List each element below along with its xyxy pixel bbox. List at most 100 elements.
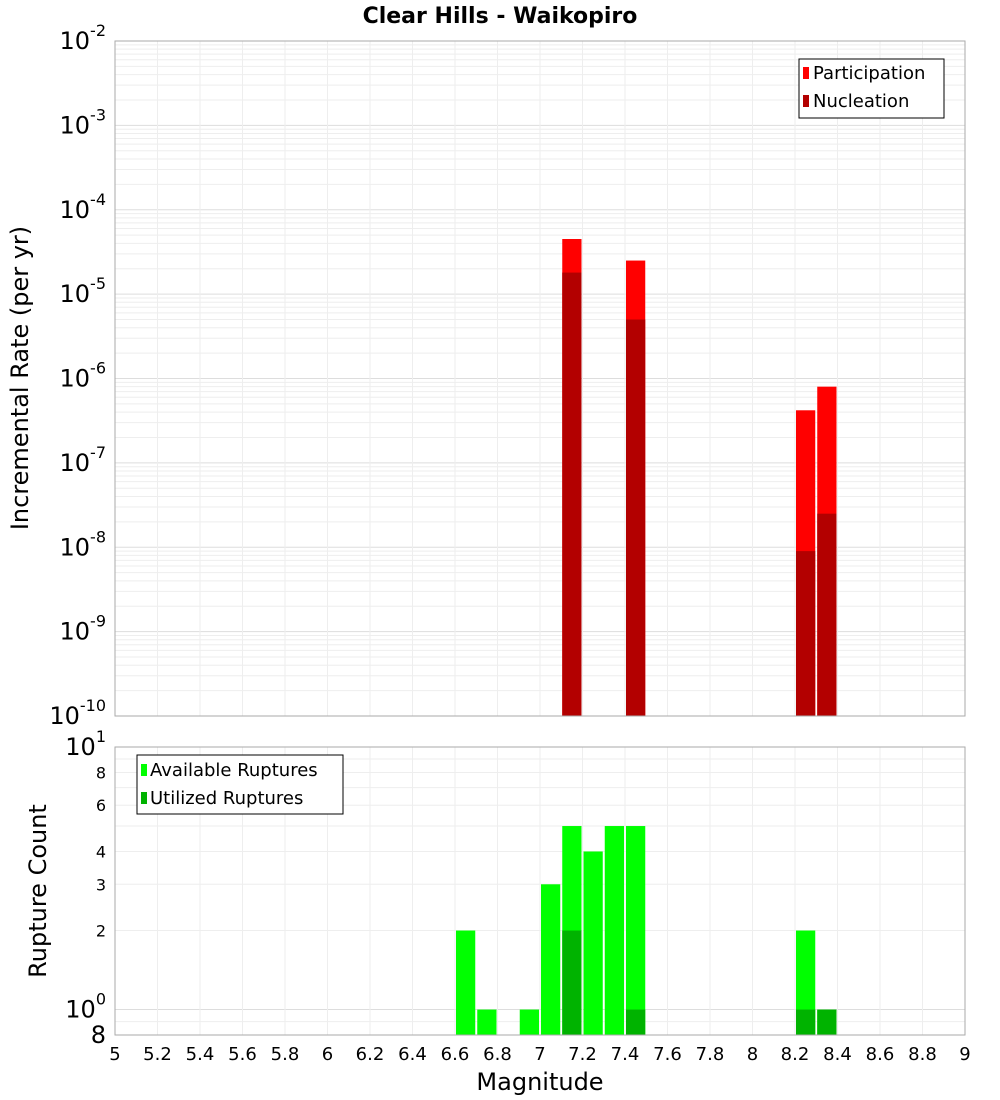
y-tick-exponent: -9	[90, 612, 106, 631]
x-tick-label: 5.6	[228, 1044, 257, 1065]
x-tick-label: 5	[109, 1044, 120, 1065]
y-tick-exponent: 0	[96, 990, 106, 1009]
x-tick-label: 7	[534, 1044, 545, 1065]
y-tick-label-minor: 6	[96, 796, 106, 815]
y-tick-exponent: -7	[90, 443, 106, 462]
legend-swatch	[803, 95, 809, 107]
available-ruptures-bar	[604, 826, 624, 1035]
x-tick-label: 6.2	[356, 1044, 385, 1065]
rate-plot: 10-1010-910-810-710-610-510-410-310-2Par…	[49, 21, 966, 730]
y-tick-label: 10-9	[60, 612, 107, 646]
utilized-ruptures-bar	[817, 1009, 837, 1035]
count-plot-frame	[114, 746, 966, 1036]
x-tick-label: 6	[322, 1044, 333, 1065]
y-axis-label-rate: Incremental Rate (per yr)	[6, 226, 34, 530]
y-tick-label: 10-3	[60, 105, 107, 139]
nucleation-bar	[626, 319, 646, 716]
legend-swatch	[141, 764, 147, 776]
x-tick-label: 7.4	[611, 1044, 640, 1065]
count-bars	[456, 826, 837, 1035]
utilized-ruptures-bar	[626, 1009, 646, 1035]
x-tick-label: 6.6	[441, 1044, 470, 1065]
x-tick-label: 8.8	[908, 1044, 937, 1065]
x-tick-label: 5.2	[143, 1044, 172, 1065]
rate-legend: Participation Nucleation	[798, 58, 945, 119]
x-tick-label: 8.6	[866, 1044, 895, 1065]
y-tick-label-minor: 2	[96, 922, 106, 941]
y-tick-label-minor: 8	[91, 1021, 106, 1049]
y-tick-base: 10	[60, 27, 91, 55]
utilized-ruptures-bar	[796, 1009, 816, 1035]
available-ruptures-bar	[477, 1009, 497, 1035]
utilized-ruptures-bar	[562, 930, 582, 1035]
y-tick-exponent: -8	[90, 527, 106, 546]
legend-label: Nucleation	[813, 91, 909, 112]
y-tick-exponent: -5	[90, 274, 106, 293]
y-tick-base: 10	[60, 533, 91, 561]
count-legend: Available Ruptures Utilized Ruptures	[136, 754, 344, 815]
y-tick-base: 10	[65, 733, 96, 761]
nucleation-bar	[562, 272, 582, 716]
x-ticks: 5 5.2 5.4 5.6 5.8 6 6.2 6.4 6.6 6.8 7 7.2 7.4 7.6 7.8 8…	[109, 1044, 970, 1065]
y-tick-label-minor: 3	[96, 875, 106, 894]
y-tick-exponent: -10	[80, 696, 106, 715]
available-ruptures-bar	[456, 930, 476, 1035]
x-tick-label: 5.8	[271, 1044, 300, 1065]
legend-label: Participation	[813, 63, 925, 84]
x-tick-label: 7.8	[696, 1044, 725, 1065]
y-tick-label: 10-10	[49, 696, 106, 730]
rate-plot-frame	[114, 40, 966, 717]
y-tick-exponent: -4	[90, 190, 106, 209]
y-tick-exponent: -3	[90, 105, 106, 124]
x-axis-label: Magnitude	[476, 1068, 603, 1096]
y-tick-label: 101	[65, 727, 106, 761]
y-tick-label-minor: 8	[96, 763, 106, 782]
y-tick-exponent: -6	[90, 359, 106, 378]
nucleation-bar	[817, 513, 837, 716]
y-tick-base: 10	[60, 618, 91, 646]
y-tick-label: 10-7	[60, 443, 107, 477]
rate-grid	[115, 41, 965, 716]
y-tick-base: 10	[60, 111, 91, 139]
y-tick-base: 10	[60, 449, 91, 477]
y-tick-label: 10-2	[60, 21, 107, 55]
y-tick-label: 10-4	[60, 190, 107, 224]
available-ruptures-bar	[583, 851, 603, 1035]
nucleation-bar	[796, 551, 816, 716]
available-ruptures-bar	[519, 1009, 539, 1035]
x-tick-label: 7.6	[653, 1044, 682, 1065]
legend-swatch	[803, 67, 809, 79]
y-tick-label-minor: 4	[96, 842, 106, 861]
y-tick-exponent: 1	[96, 727, 106, 746]
y-tick-label: 10-6	[60, 359, 107, 393]
y-tick-label: 100	[65, 990, 106, 1024]
y-tick-base: 10	[49, 702, 80, 730]
y-tick-base: 10	[60, 196, 91, 224]
available-ruptures-bar	[796, 930, 816, 1035]
y-tick-label: 10-5	[60, 274, 107, 308]
legend-label: Available Ruptures	[150, 760, 318, 781]
y-tick-base: 10	[60, 280, 91, 308]
legend-label: Utilized Ruptures	[150, 788, 303, 809]
y-tick-label: 10-8	[60, 527, 107, 561]
x-tick-label: 8	[747, 1044, 758, 1065]
available-ruptures-bar	[626, 826, 646, 1035]
y-tick-base: 10	[65, 996, 96, 1024]
chart-title: Clear Hills - Waikopiro	[363, 4, 638, 29]
legend-swatch	[141, 792, 147, 804]
x-tick-label: 8.2	[781, 1044, 810, 1065]
y-tick-exponent: -2	[90, 21, 106, 40]
x-tick-label: 7.2	[568, 1044, 597, 1065]
rate-bars	[562, 239, 837, 716]
legend-box	[136, 754, 344, 815]
x-tick-label: 8.4	[823, 1044, 852, 1065]
x-tick-label: 6.4	[398, 1044, 427, 1065]
y-axis-label-count: Rupture Count	[24, 804, 52, 978]
x-tick-label: 6.8	[483, 1044, 512, 1065]
x-tick-label: 9	[959, 1044, 970, 1065]
available-ruptures-bar	[541, 884, 561, 1035]
